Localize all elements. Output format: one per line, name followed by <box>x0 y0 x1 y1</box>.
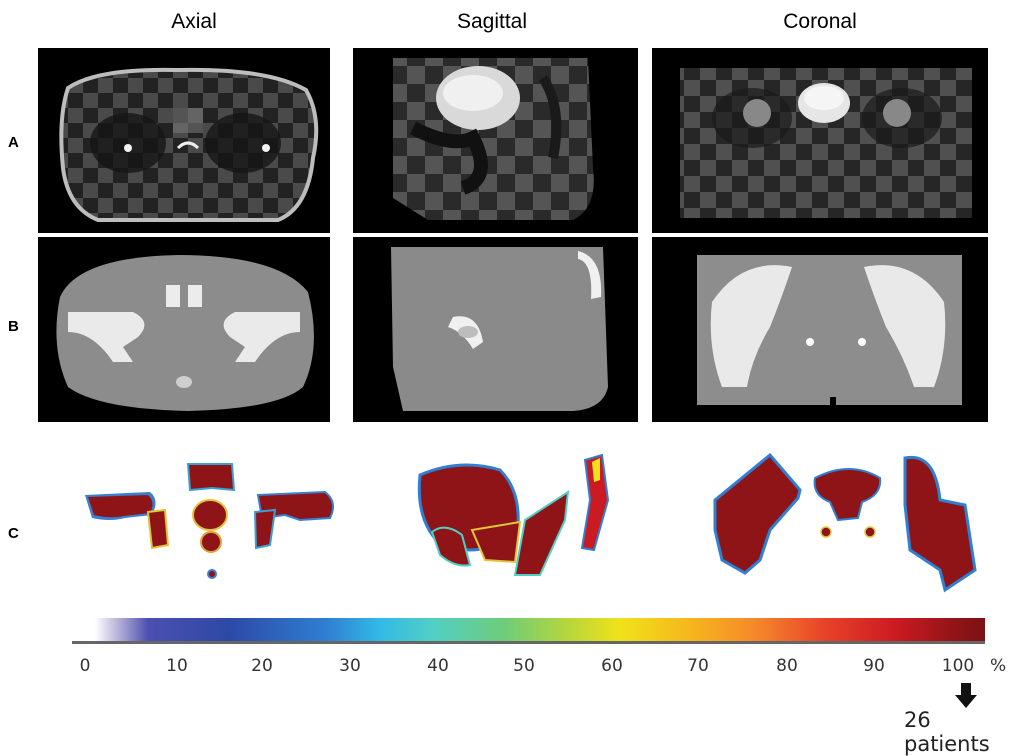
patients-note: 26 patients <box>904 708 990 756</box>
colorbar-tick: 100 <box>941 656 975 676</box>
colorbar-tick: 0 <box>79 656 91 676</box>
colorbar-tick: 50 <box>513 656 535 676</box>
column-title-coronal: Coronal <box>783 10 857 33</box>
colorbar-tick: 70 <box>687 656 709 676</box>
colorbar-tick: 30 <box>339 656 361 676</box>
percentage-maps-image <box>85 452 977 593</box>
mri-axial-image <box>59 67 319 222</box>
mri-coronal-panel <box>652 48 988 233</box>
mri-sagittal-image <box>393 58 594 220</box>
column-title-axial: Axial <box>171 10 217 33</box>
colorbar-tick: 10 <box>166 656 188 676</box>
mri-coronal-image <box>680 68 972 218</box>
colorbar-tick: 20 <box>251 656 273 676</box>
ct-coronal-image <box>697 255 962 409</box>
colorbar-tick: 90 <box>863 656 885 676</box>
ct-sagittal-panel <box>353 237 638 422</box>
colorbar <box>95 618 985 642</box>
mri-axial-panel <box>38 48 330 233</box>
ct-axial-image <box>56 255 314 411</box>
percentage-maps <box>0 440 1023 615</box>
row-label-a: A <box>8 134 19 151</box>
ct-sagittal-image <box>391 247 608 411</box>
colorbar-tick: 80 <box>776 656 798 676</box>
axial-percentage-map <box>85 463 335 579</box>
coronal-percentage-map <box>713 452 977 593</box>
mri-sagittal-panel <box>353 48 638 233</box>
row-label-c: C <box>8 525 19 542</box>
sagittal-percentage-map <box>417 453 610 576</box>
row-label-b: B <box>8 318 19 335</box>
down-arrow-icon <box>955 683 977 708</box>
ct-coronal-panel <box>652 237 988 422</box>
column-title-sagittal: Sagittal <box>456 10 528 33</box>
colorbar-unit: % <box>990 656 1007 676</box>
colorbar-tick: 40 <box>427 656 449 676</box>
colorbar-tick: 60 <box>601 656 623 676</box>
ct-axial-panel <box>38 237 330 422</box>
colorbar-axis <box>72 641 985 644</box>
